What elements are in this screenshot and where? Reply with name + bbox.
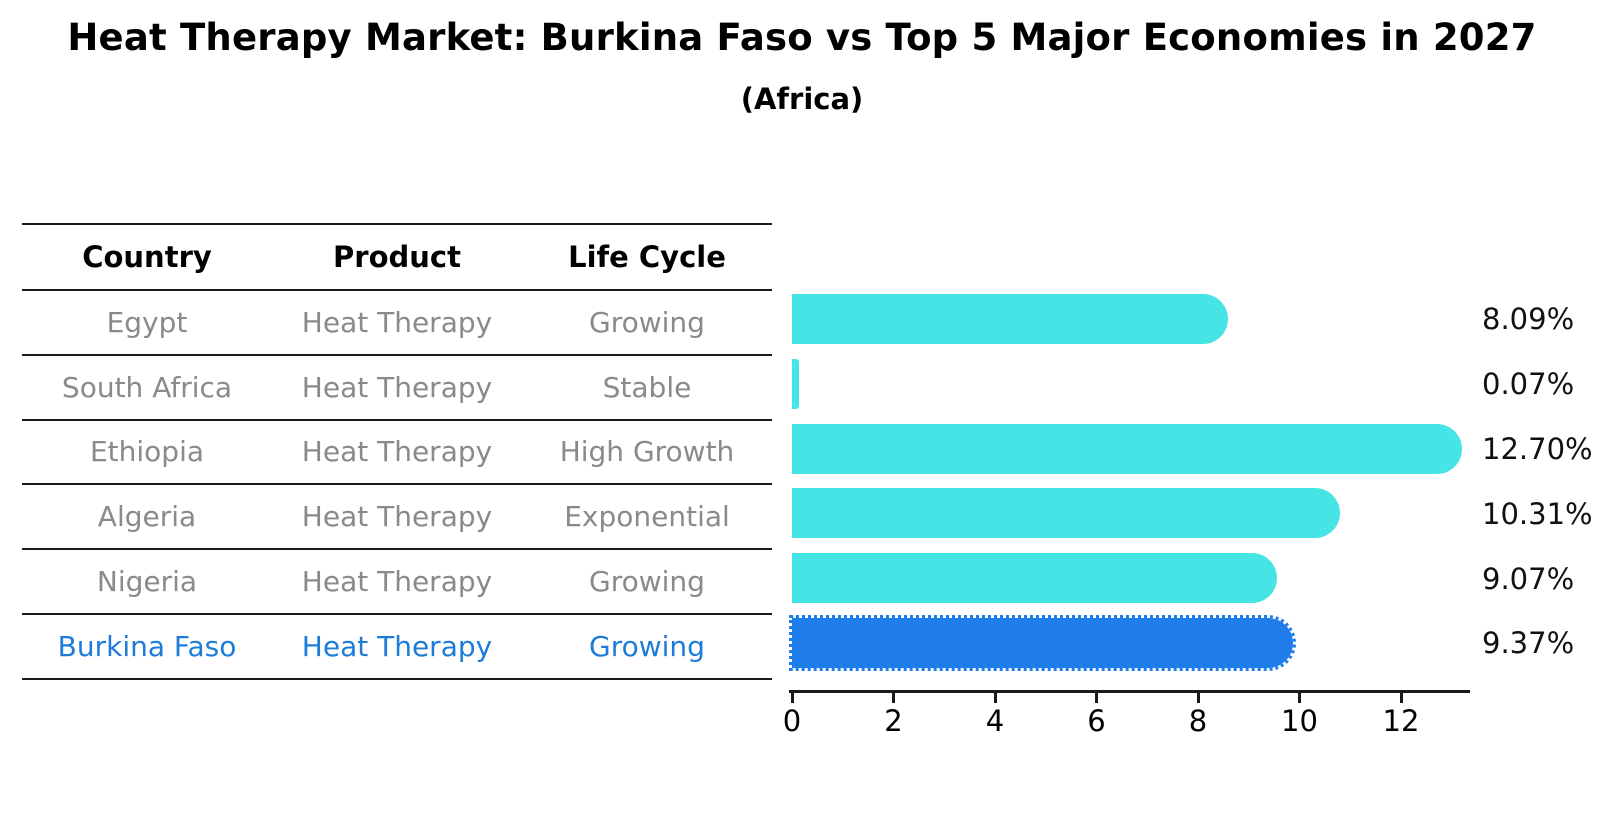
bar-burkina-faso xyxy=(789,615,1296,671)
cell-product: Heat Therapy xyxy=(301,435,493,469)
cell-product: Heat Therapy xyxy=(301,500,493,534)
x-axis-tick xyxy=(1095,692,1098,703)
x-axis-tick-label: 8 xyxy=(1188,704,1208,738)
bar-algeria xyxy=(792,488,1341,539)
table-row: Algeria Heat Therapy Exponential xyxy=(22,485,772,551)
cell-product: Heat Therapy xyxy=(301,370,493,404)
table-row: Egypt Heat Therapy Growing xyxy=(22,291,772,356)
cell-lifecycle: Growing xyxy=(589,305,705,339)
cell-country: Ethiopia xyxy=(89,435,205,469)
table-row: Ethiopia Heat Therapy High Growth xyxy=(22,421,772,486)
x-axis-tick xyxy=(1399,692,1403,703)
x-axis-tick xyxy=(790,692,794,703)
table-header-row: Country Product Life Cycle xyxy=(22,225,772,291)
table-body: Egypt Heat Therapy Growing South Africa … xyxy=(22,291,772,680)
table-row: South Africa Heat Therapy Stable xyxy=(22,356,772,421)
value-label: 12.70% xyxy=(1482,432,1593,466)
x-axis-tick-label: 0 xyxy=(782,704,802,738)
country-table: Country Product Life Cycle Egypt Heat Th… xyxy=(22,223,772,680)
value-label: 9.37% xyxy=(1482,626,1575,661)
cell-lifecycle: Exponential xyxy=(564,500,730,534)
cell-product: Heat Therapy xyxy=(301,629,493,663)
bar-ethiopia xyxy=(792,423,1462,474)
header-country: Country xyxy=(82,240,212,274)
cell-product: Heat Therapy xyxy=(301,565,493,599)
x-axis-tick-label: 12 xyxy=(1382,704,1420,738)
chart-subtitle: (Africa) xyxy=(740,82,864,116)
table-row: Nigeria Heat Therapy Growing xyxy=(22,550,772,615)
header-product: Product xyxy=(333,240,461,274)
bar-south-africa xyxy=(792,358,799,409)
cell-lifecycle: High Growth xyxy=(559,435,735,469)
bar-nigeria xyxy=(792,553,1278,604)
value-label: 9.07% xyxy=(1482,561,1575,596)
chart-title: Heat Therapy Market: Burkina Faso vs Top… xyxy=(67,16,1537,59)
x-axis-tick-label: 10 xyxy=(1281,704,1318,738)
cell-country: Egypt xyxy=(106,305,188,339)
value-label: 0.07% xyxy=(1482,367,1575,402)
x-axis-line xyxy=(789,690,1470,693)
x-axis-tick xyxy=(993,692,997,703)
cell-lifecycle: Stable xyxy=(602,370,692,404)
x-axis-tick-label: 6 xyxy=(1087,704,1106,738)
value-label: 8.09% xyxy=(1482,302,1575,337)
bar-egypt xyxy=(792,294,1228,344)
x-axis-tick xyxy=(1298,692,1301,703)
cell-country: Nigeria xyxy=(96,565,198,599)
cell-country: South Africa xyxy=(61,370,233,404)
x-axis-tick-label: 4 xyxy=(985,704,1005,738)
x-axis-tick-label: 2 xyxy=(884,704,903,738)
x-axis-tick xyxy=(1196,692,1200,703)
cell-product: Heat Therapy xyxy=(301,305,493,339)
x-axis-tick xyxy=(892,692,895,703)
header-lifecycle: Life Cycle xyxy=(568,240,726,274)
cell-country: Burkina Faso xyxy=(57,629,237,663)
cell-lifecycle: Growing xyxy=(589,565,705,599)
cell-lifecycle: Growing xyxy=(589,629,705,663)
cell-country: Algeria xyxy=(97,500,197,534)
table-row: Burkina Faso Heat Therapy Growing xyxy=(22,615,772,680)
value-label: 10.31% xyxy=(1482,496,1593,531)
